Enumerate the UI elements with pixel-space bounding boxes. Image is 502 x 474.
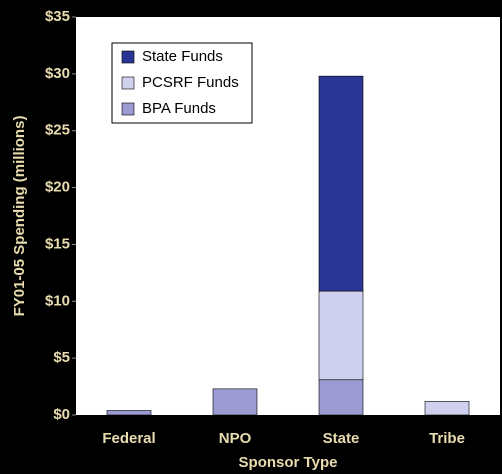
y-tick-label: $15 xyxy=(45,235,70,252)
y-tick-label: $10 xyxy=(45,292,70,309)
legend-swatch xyxy=(121,102,135,116)
legend-swatch xyxy=(121,76,135,90)
x-tick-label: Federal xyxy=(102,430,155,447)
legend-label: State Funds xyxy=(142,48,223,65)
legend-box xyxy=(111,42,253,124)
bar-segment xyxy=(212,388,258,416)
legend-label: BPA Funds xyxy=(142,100,216,117)
y-tick-label: $25 xyxy=(45,122,70,139)
x-axis-label: Sponsor Type xyxy=(239,454,338,471)
legend-label: PCSRF Funds xyxy=(142,74,239,91)
x-tick-label: Tribe xyxy=(429,430,465,447)
bar-segment xyxy=(318,379,364,416)
bar-segment xyxy=(106,410,152,416)
y-tick-label: $20 xyxy=(45,179,70,196)
x-tick-label: NPO xyxy=(219,430,252,447)
bar-segment xyxy=(424,401,470,416)
y-tick-label: $5 xyxy=(53,349,70,366)
y-tick-label: $35 xyxy=(45,8,70,25)
y-tick-label: $30 xyxy=(45,65,70,82)
x-tick-label: State xyxy=(323,430,360,447)
bar-segment xyxy=(318,290,364,381)
y-tick-label: $0 xyxy=(53,406,70,423)
bar-segment xyxy=(318,75,364,292)
legend-swatch xyxy=(121,50,135,64)
y-axis-label: FY01-05 Spending (millions) xyxy=(11,116,28,317)
